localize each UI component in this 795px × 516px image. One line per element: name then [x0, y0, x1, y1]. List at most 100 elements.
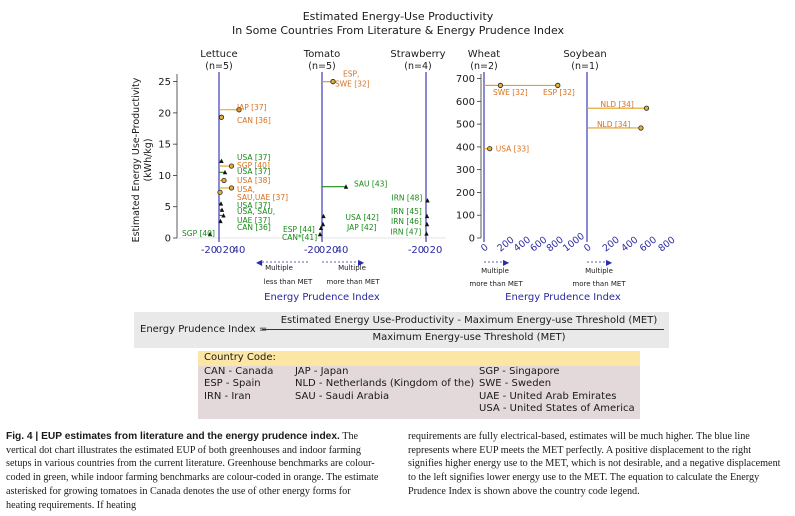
data-point	[219, 158, 224, 164]
data-point	[222, 169, 228, 175]
data-point	[218, 114, 225, 120]
y-tick-label-right: 500	[456, 120, 475, 131]
legend-entry: IRN - Iran	[204, 390, 251, 402]
data-point	[219, 207, 225, 212]
point-label: USA [33]	[496, 145, 529, 154]
data-point	[638, 125, 644, 131]
x-axis-label-left: Energy Prudence Index	[264, 292, 380, 303]
y-tick-label-left: 10	[158, 171, 171, 182]
x-tick-label: 0	[582, 242, 594, 254]
data-point	[218, 201, 224, 206]
point-label: CAN [36]	[237, 223, 271, 232]
panel-n-label: (n=4)	[404, 61, 431, 72]
x-tick-label: 0	[423, 245, 429, 256]
data-point	[318, 225, 324, 230]
data-point	[487, 146, 493, 152]
point-label: ESP [32]	[543, 88, 575, 97]
point-label: IRN [46]	[391, 217, 422, 226]
panel-n-label: (n=5)	[205, 61, 232, 72]
point-label: NLD [34]	[601, 100, 634, 109]
legend-title: Country Code:	[204, 352, 276, 363]
panel-n-label: (n=5)	[308, 61, 335, 72]
x-tick-label: 1000	[561, 231, 587, 255]
y-tick-label-right: 600	[456, 97, 475, 108]
point-label: JAP [37]	[236, 103, 267, 112]
caption-body: The vertical dot chart illustrates the e…	[6, 431, 379, 511]
y-tick-label-right: 200	[456, 188, 475, 199]
legend-entry: UAE - United Arab Emirates	[479, 390, 617, 402]
x-note-right: Multiple	[338, 264, 366, 272]
panel-title: Tomato	[303, 49, 340, 60]
arrow-head-right: ▶	[358, 258, 365, 267]
formula-denominator: Maximum Energy-use Threshold (MET)	[372, 332, 566, 343]
data-point	[320, 221, 326, 227]
legend-entry: SGP - Singapore	[479, 366, 560, 377]
country-code-legend: Country Code: CAN - Canada ESP - Spain I…	[198, 351, 640, 419]
point-label: JAP [42]	[346, 223, 377, 232]
y-tick-label-left: 5	[165, 202, 171, 213]
data-point	[228, 185, 235, 191]
x-tick-label: -20	[408, 245, 424, 256]
x-tick-label: -20	[201, 245, 217, 256]
y-axis-title-left: Estimated Energy Use-Productivity	[131, 77, 142, 242]
point-label: SAU,UAE [37]	[237, 193, 288, 202]
x-tick-label: -20	[304, 245, 320, 256]
panel-title: Lettuce	[200, 49, 237, 60]
x-tick-label: 200	[601, 235, 622, 255]
x-tick-label: 40	[233, 245, 246, 256]
point-label: SWE [32]	[335, 80, 370, 89]
legend-entry: JAP - Japan	[295, 366, 349, 377]
formula-lhs: Energy Prudence Index =	[140, 324, 268, 335]
data-point	[424, 221, 430, 227]
data-point	[425, 198, 430, 203]
data-point	[221, 213, 226, 218]
plot-layer: 0 5 10 15 20 25 Estimated Energy Use-Productiv…	[131, 49, 678, 267]
y-tick-label-right: 700	[456, 74, 475, 85]
chart-title-line2: In Some Countries From Literature & Ener…	[232, 24, 565, 37]
y-tick-label-left: 25	[158, 77, 171, 88]
point-label: USA [37]	[237, 201, 270, 210]
point-label: ESP,	[343, 70, 359, 79]
arrow-head-left: ◀	[256, 258, 263, 267]
legend-entry: USA - United States of America	[479, 402, 635, 414]
y-axis-unit-left: (kWh/kg)	[143, 138, 154, 181]
y-tick-label-right: 100	[456, 211, 475, 222]
legend-col-1: CAN - Canada ESP - Spain IRN - Iran	[204, 366, 273, 403]
point-label: ESP [44]	[283, 225, 315, 234]
x-tick-label: 20	[223, 245, 236, 256]
data-point	[497, 82, 503, 88]
x-tick-label: 0	[479, 242, 491, 254]
data-point	[643, 105, 650, 111]
point-label: SWE [32]	[493, 88, 528, 97]
point-label: CAN [36]	[237, 116, 271, 125]
x-tick-label: 20	[326, 245, 339, 256]
x-tick-label: 20	[430, 245, 443, 256]
legend-entry: SAU - Saudi Arabia	[295, 390, 390, 402]
panel-n-label: (n=2)	[470, 61, 497, 72]
x-note-soy: Multiple	[585, 267, 613, 275]
legend-entry: NLD - Netherlands (Kingdom of the)	[295, 378, 475, 390]
point-label: USA [42]	[346, 213, 379, 222]
formula-box: Energy Prudence Index = Estimated Energy…	[134, 312, 669, 348]
data-point	[321, 213, 326, 219]
y-tick-label-left: 15	[158, 140, 171, 151]
panel-title: Wheat	[468, 49, 501, 60]
y-tick-label-left: 0	[165, 234, 171, 245]
point-label: SAU [43]	[354, 180, 387, 189]
chart-title-line1: Estimated Energy-Use Productivity	[303, 10, 494, 23]
data-point	[555, 82, 561, 88]
caption-heading: Fig. 4 | EUP estimates from literature a…	[6, 431, 340, 442]
x-note-right-panel-2: more than MET	[469, 280, 523, 288]
panel-title: Strawberry	[390, 49, 445, 60]
formula-numerator: Estimated Energy Use-Productivity - Maxi…	[280, 315, 658, 326]
data-point	[228, 163, 235, 169]
data-point	[218, 218, 223, 224]
legend-entry: SWE - Sweden	[479, 378, 552, 390]
figure-caption-right: requirements are fully electrical-based,…	[408, 431, 781, 497]
formula-fraction-bar	[262, 329, 664, 330]
panel-n-label: (n=1)	[571, 61, 598, 72]
data-point	[343, 184, 349, 189]
y-tick-label-left: 20	[158, 108, 171, 119]
point-label: UAE [37]	[237, 216, 270, 225]
x-axis-label-right: Energy Prudence Index	[505, 292, 621, 303]
